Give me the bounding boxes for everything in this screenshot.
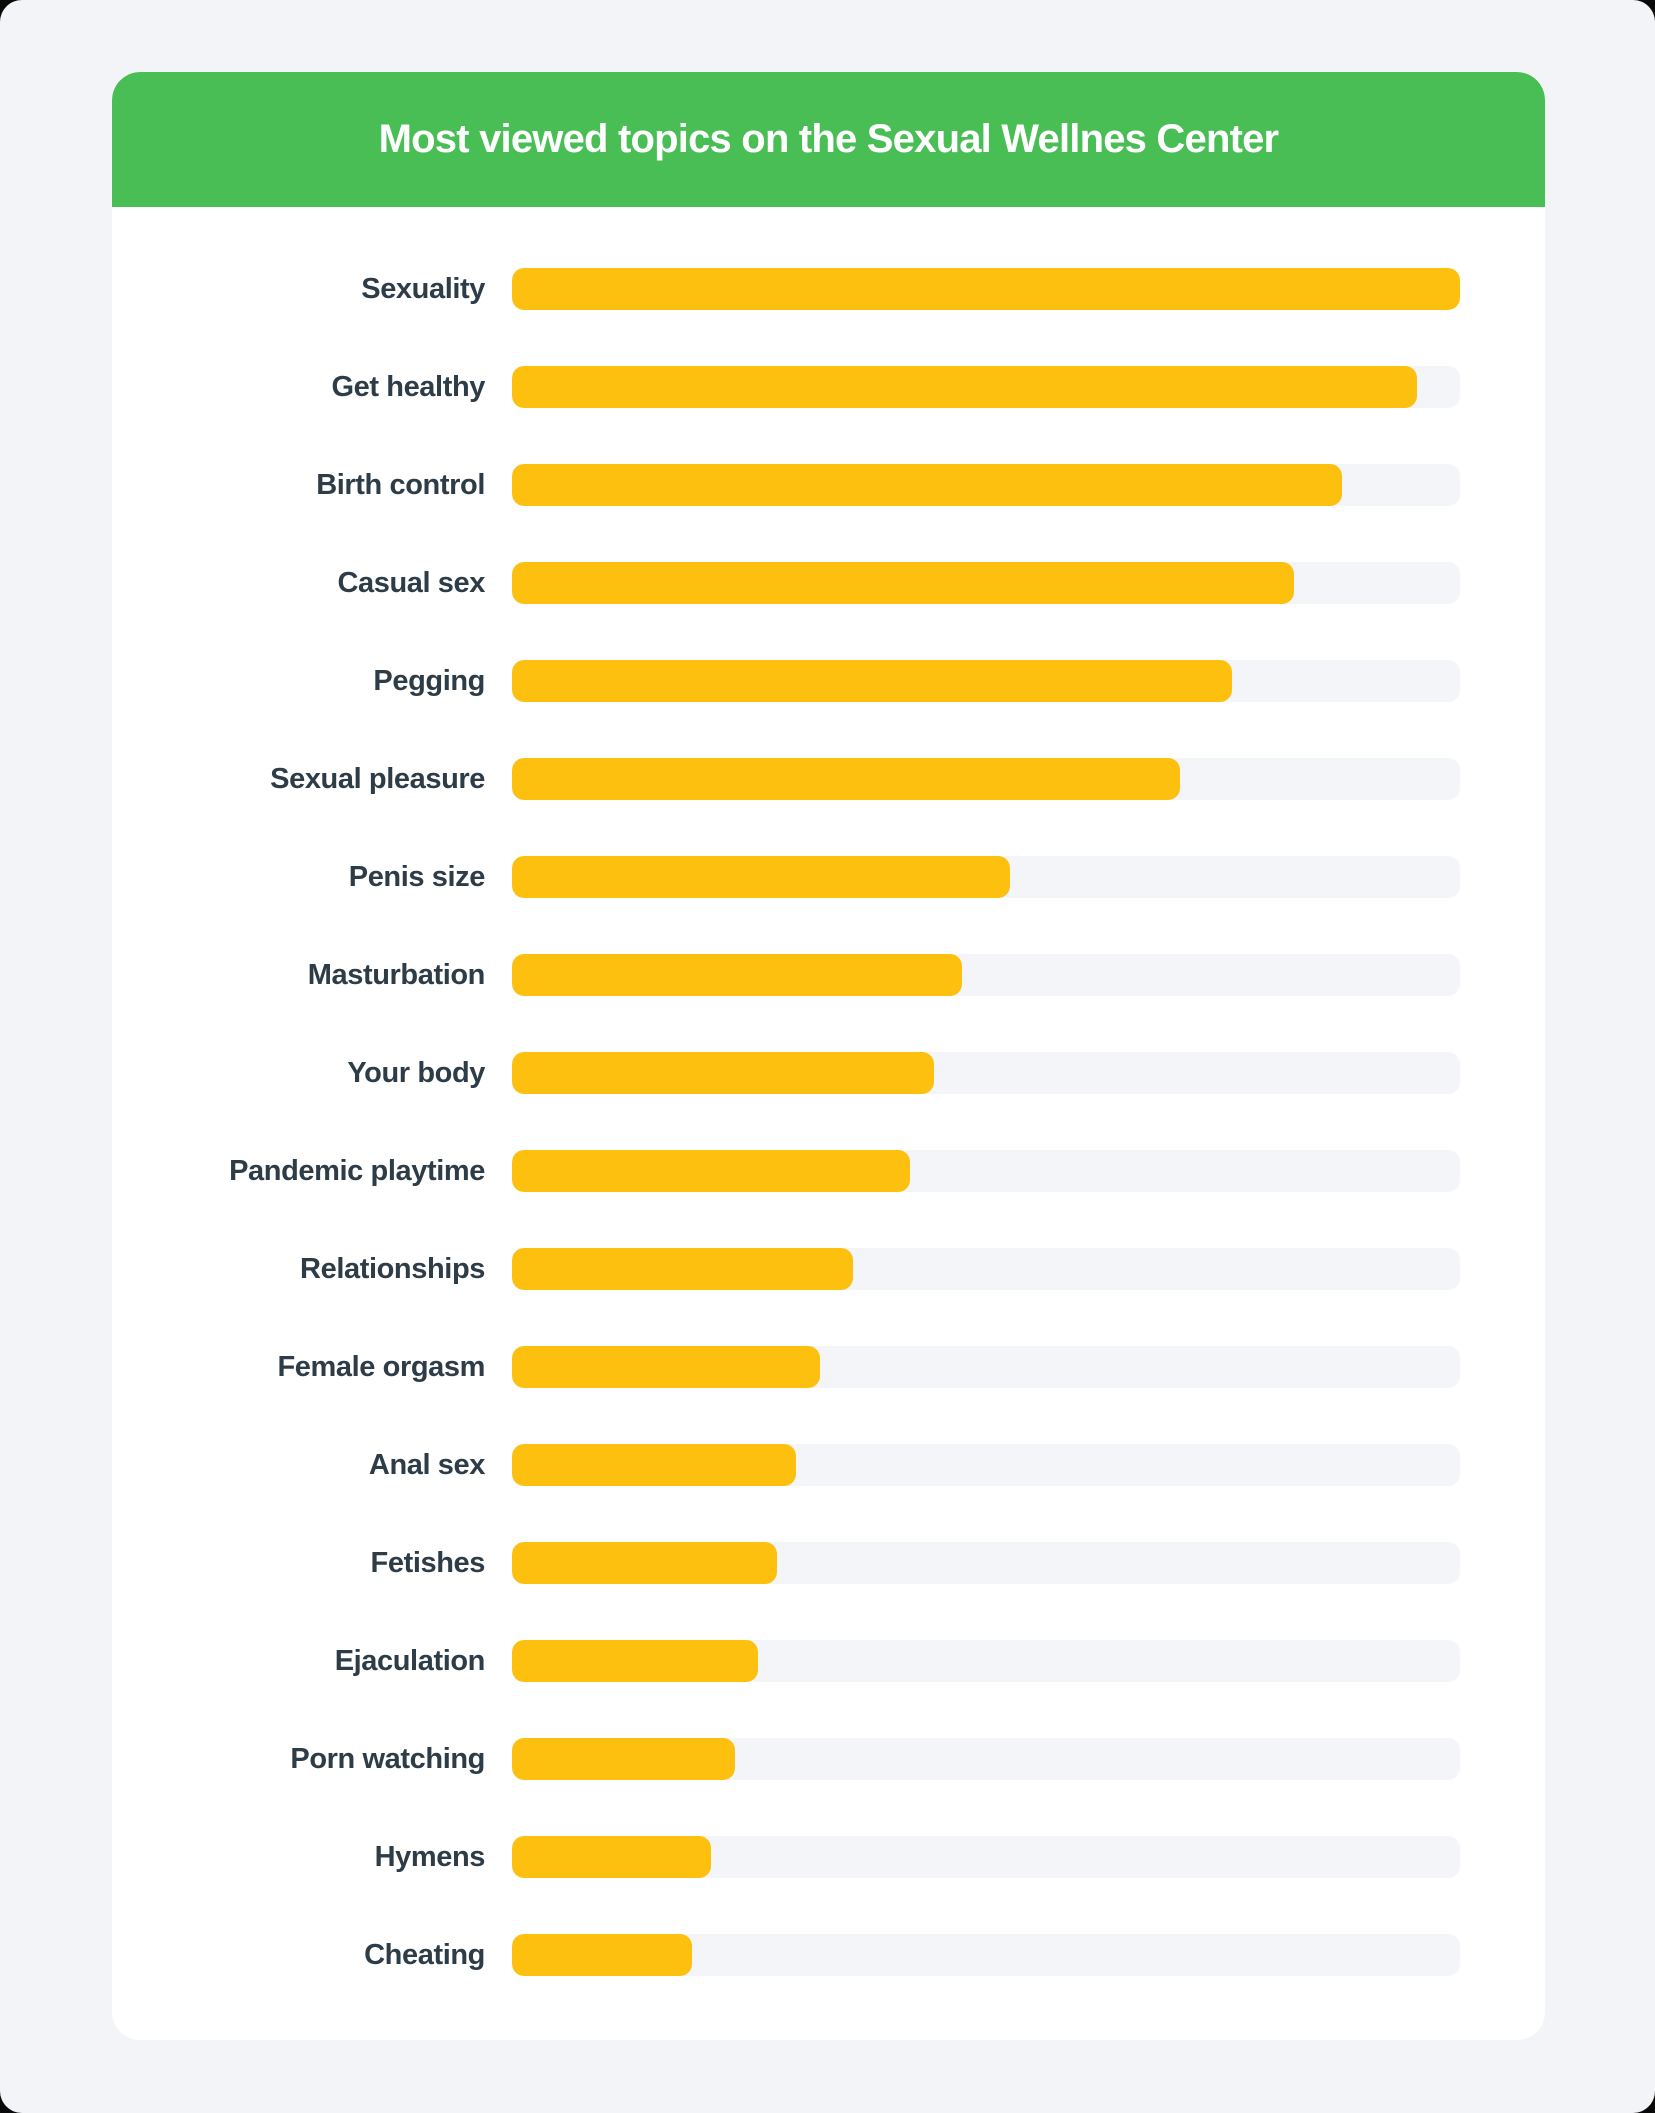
bar-row: Your body [112, 1024, 1545, 1122]
bar-row: Get healthy [112, 338, 1545, 436]
bar-fill [512, 562, 1295, 604]
bar-chart: Sexuality Get healthy Birth control Casu… [112, 207, 1545, 2004]
bar-track [512, 268, 1460, 310]
bar-category-label: Birth control [316, 468, 485, 501]
bar-track [512, 562, 1460, 604]
bar-fill [512, 1738, 735, 1780]
bar-category-label: Ejaculation [334, 1644, 486, 1677]
bar-row: Porn watching [112, 1710, 1545, 1808]
chart-title: Most viewed topics on the Sexual Wellnes… [378, 117, 1279, 161]
bar-fill [512, 1150, 911, 1192]
bar-track [512, 1150, 1460, 1192]
bar-category-label: Your body [347, 1056, 485, 1089]
bar-fill [512, 1934, 693, 1976]
bar-row: Birth control [112, 436, 1545, 534]
bar-track [512, 464, 1460, 506]
bar-category-label: Pandemic playtime [229, 1154, 485, 1187]
bar-category-label: Sexual pleasure [270, 762, 485, 795]
bar-fill [512, 464, 1342, 506]
bar-track [512, 1738, 1460, 1780]
bar-fill [512, 660, 1233, 702]
bar-fill [512, 268, 1460, 310]
bar-category-label: Anal sex [368, 1448, 485, 1481]
bar-fill [512, 1346, 821, 1388]
bar-row: Ejaculation [112, 1612, 1545, 1710]
bar-category-label: Porn watching [290, 1742, 485, 1775]
bar-fill [512, 1836, 712, 1878]
bar-fill [512, 366, 1418, 408]
bar-track [512, 366, 1460, 408]
bar-category-label: Female orgasm [277, 1350, 485, 1383]
bar-track [512, 856, 1460, 898]
bar-row: Fetishes [112, 1514, 1545, 1612]
bar-fill [512, 1542, 778, 1584]
bar-category-label: Fetishes [370, 1546, 486, 1579]
bar-category-label: Masturbation [307, 958, 486, 991]
bar-category-label: Casual sex [337, 566, 485, 599]
bar-track [512, 1248, 1460, 1290]
bar-row: Relationships [112, 1220, 1545, 1318]
bar-track [512, 1542, 1460, 1584]
bar-row: Masturbation [112, 926, 1545, 1024]
bar-category-label: Sexuality [361, 272, 485, 305]
chart-header: Most viewed topics on the Sexual Wellnes… [112, 72, 1545, 207]
bar-fill [512, 954, 963, 996]
bar-row: Sexual pleasure [112, 730, 1545, 828]
bar-fill [512, 1444, 797, 1486]
bar-track [512, 954, 1460, 996]
bar-category-label: Relationships [300, 1252, 485, 1285]
bar-row: Casual sex [112, 534, 1545, 632]
bar-fill [512, 1640, 759, 1682]
bar-row: Anal sex [112, 1416, 1545, 1514]
bar-track [512, 1052, 1460, 1094]
bar-row: Pegging [112, 632, 1545, 730]
bar-track [512, 660, 1460, 702]
bar-track [512, 1444, 1460, 1486]
bar-row: Cheating [112, 1906, 1545, 2004]
bar-track [512, 1836, 1460, 1878]
bar-track [512, 1640, 1460, 1682]
bar-track [512, 758, 1460, 800]
bar-category-label: Get healthy [331, 370, 485, 403]
bar-row: Pandemic playtime [112, 1122, 1545, 1220]
bar-track [512, 1934, 1460, 1976]
bar-fill [512, 758, 1181, 800]
bar-row: Penis size [112, 828, 1545, 926]
bar-fill [512, 1052, 934, 1094]
bar-fill [512, 856, 1010, 898]
bar-category-label: Penis size [348, 860, 486, 893]
bar-fill [512, 1248, 854, 1290]
bar-track [512, 1346, 1460, 1388]
bar-row: Hymens [112, 1808, 1545, 1906]
chart-card: Most viewed topics on the Sexual Wellnes… [112, 72, 1545, 2040]
bar-row: Sexuality [112, 240, 1545, 338]
bar-category-label: Cheating [364, 1938, 485, 1971]
bar-row: Female orgasm [112, 1318, 1545, 1416]
bar-category-label: Pegging [373, 664, 485, 697]
bar-category-label: Hymens [374, 1840, 486, 1873]
